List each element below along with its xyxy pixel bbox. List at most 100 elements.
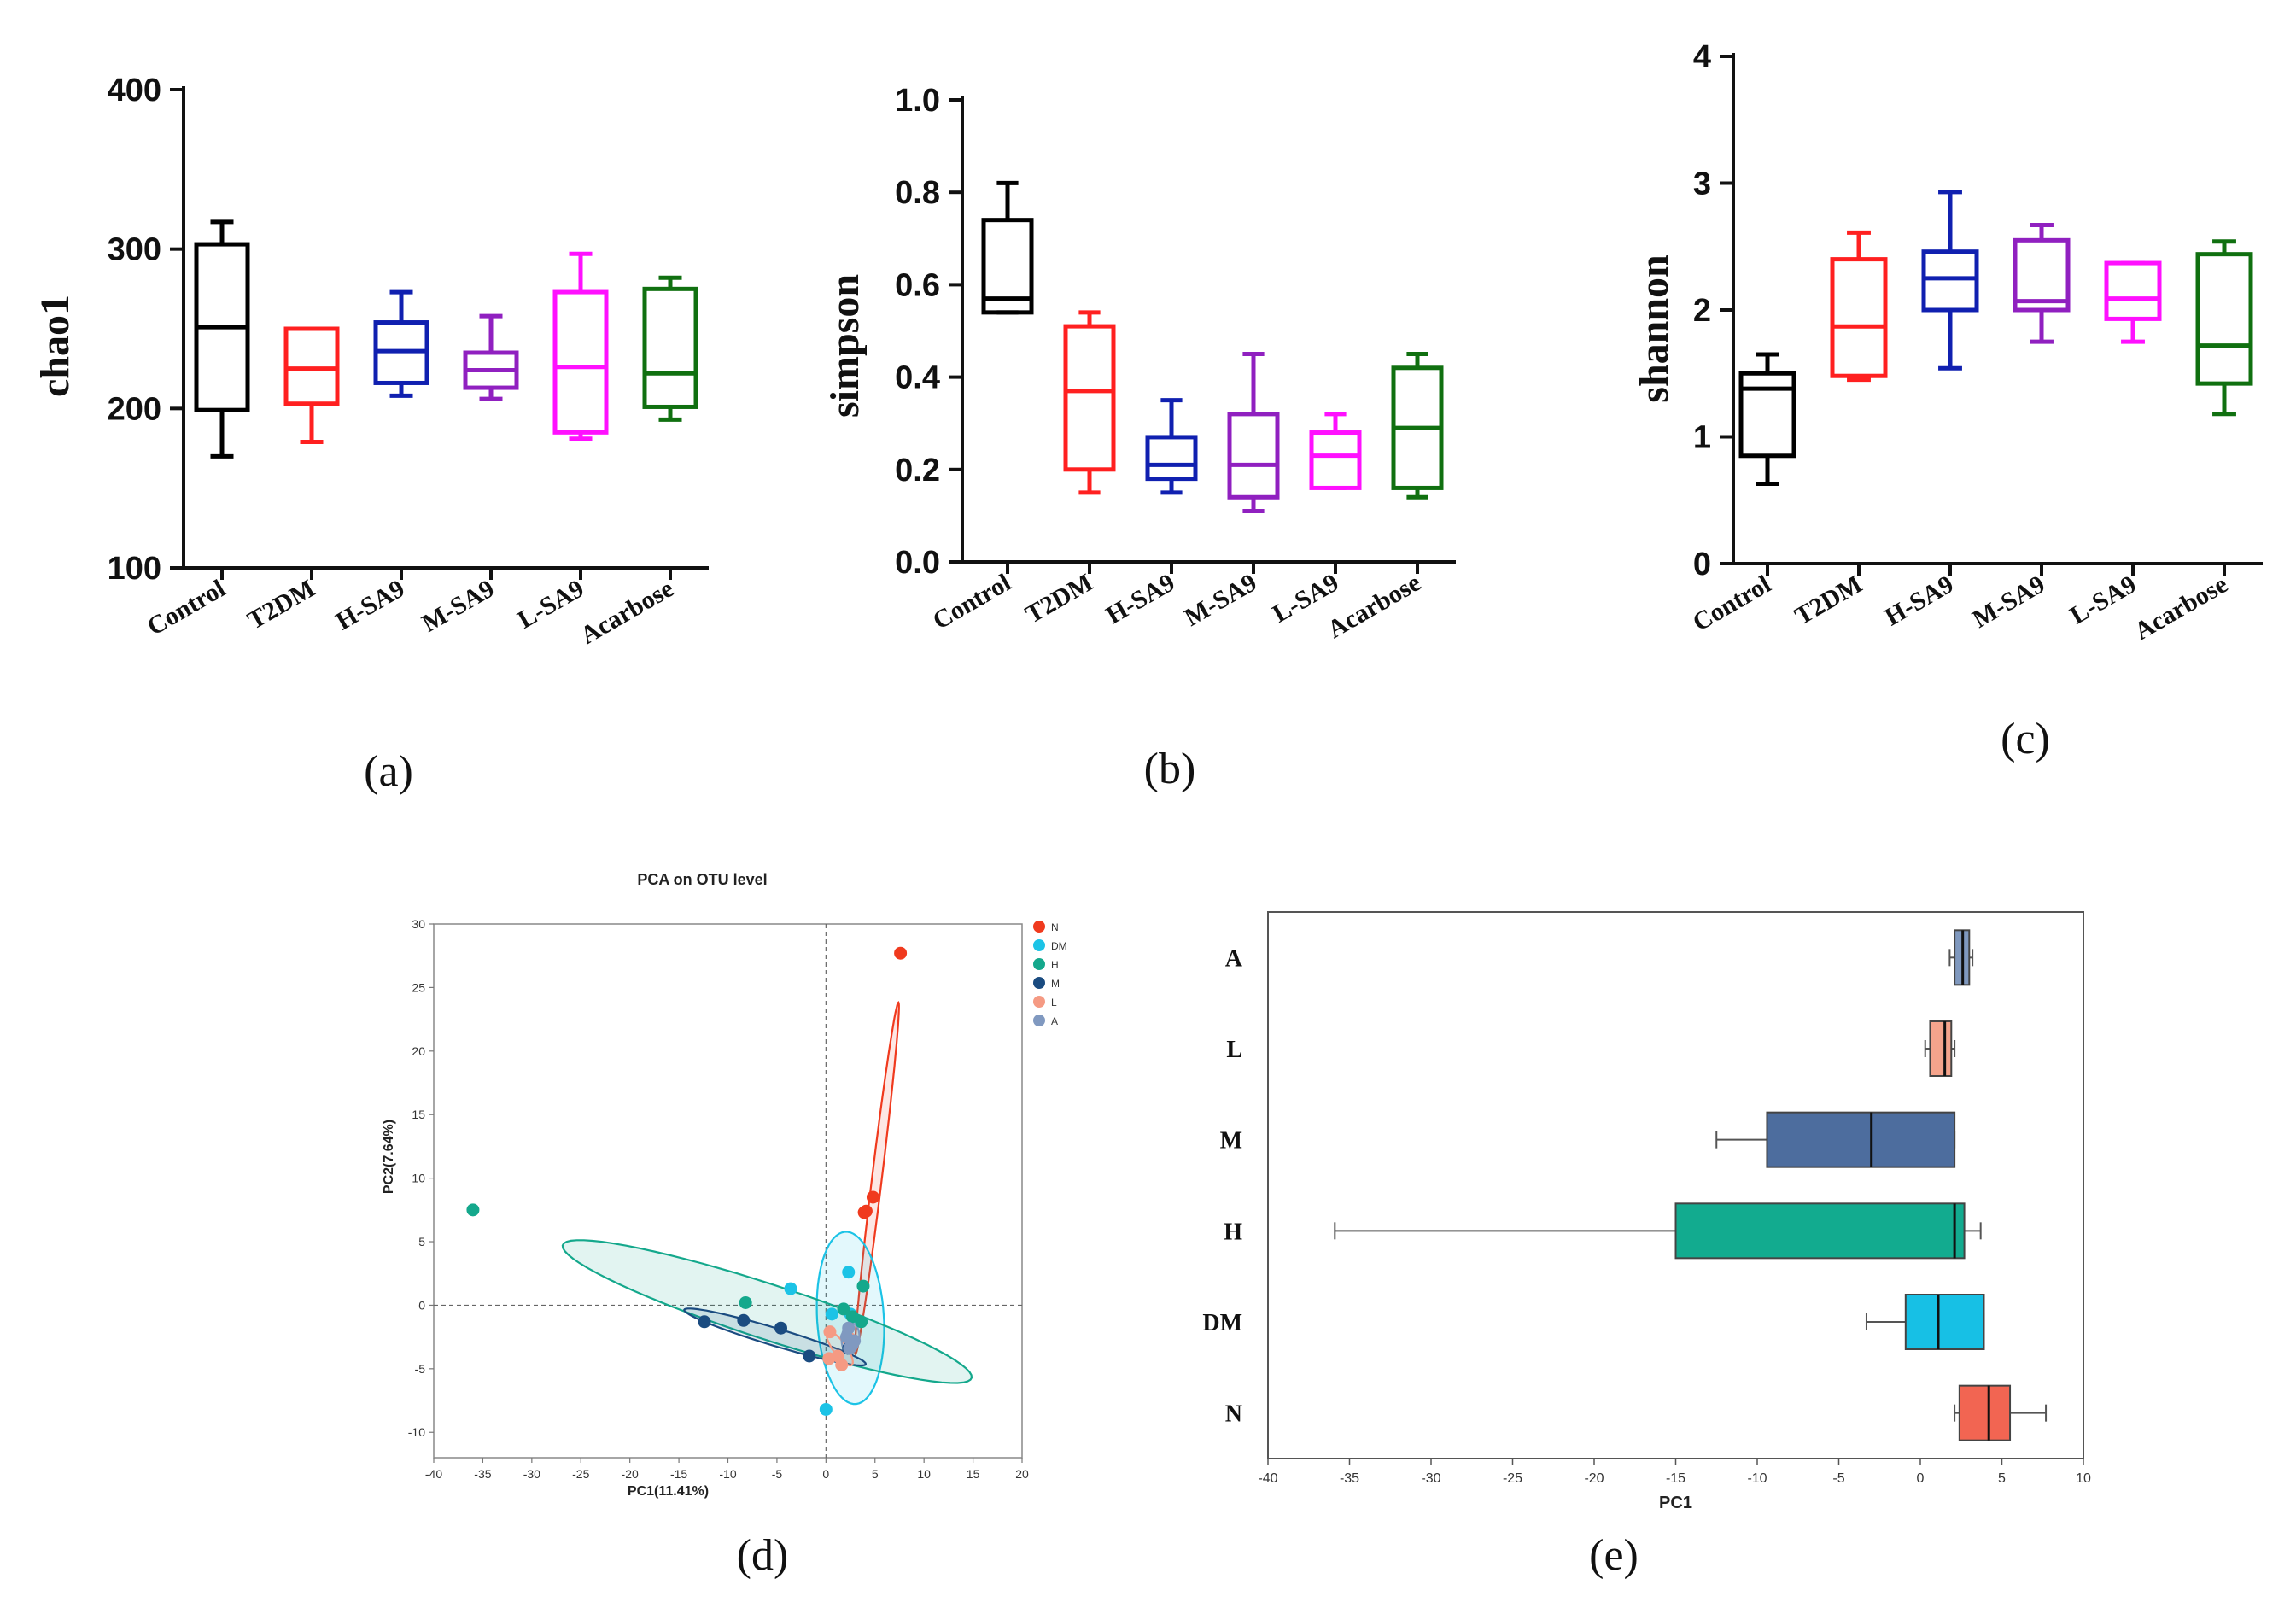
legend-marker-a: [1033, 1015, 1045, 1026]
box-h-sa9: [1145, 398, 1198, 495]
y-tick-label: 0.4: [895, 360, 940, 396]
panel-label: (c): [2001, 715, 2050, 763]
iqr-box: [1766, 1111, 1956, 1168]
box-acarbose: [1391, 352, 1444, 500]
iqr-box: [1921, 249, 1979, 313]
legend-label-dm: DM: [1051, 940, 1067, 952]
legend-label-h: H: [1051, 959, 1059, 971]
x-axis-label: PC1: [1659, 1494, 1692, 1512]
y-axis-label: PC2(7.64%): [382, 1120, 396, 1194]
x-tick-label-h-sa9: H-SA9: [331, 574, 410, 635]
x-tick-label: -15: [670, 1467, 687, 1481]
category-label-m: M: [1220, 1128, 1242, 1155]
category-label-a: A: [1225, 945, 1243, 972]
iqr-box: [1738, 371, 1796, 459]
legend-marker-m: [1033, 977, 1045, 989]
box-control: [194, 219, 250, 459]
box-acarbose: [642, 275, 698, 422]
legend-marker-l: [1033, 996, 1045, 1008]
point-m: [803, 1349, 816, 1363]
legend-label-a: A: [1051, 1015, 1058, 1027]
category-label-l: L: [1226, 1037, 1242, 1063]
x-tick-label: -25: [1503, 1471, 1522, 1486]
iqr-box: [1674, 1202, 1966, 1260]
panel-label: (d): [737, 1531, 789, 1580]
point-l: [823, 1325, 837, 1339]
y-tick-label: 300: [108, 232, 161, 268]
iqr-box: [2013, 237, 2071, 313]
x-tick-label: 0: [1917, 1471, 1925, 1486]
x-tick-label-control: Control: [928, 568, 1016, 634]
panel-label: (b): [1144, 745, 1196, 793]
y-tick-label: 4: [1693, 39, 1711, 75]
box-l-sa9: [1309, 412, 1362, 490]
legend-marker-dm: [1033, 939, 1045, 951]
iqr-box: [981, 218, 1034, 315]
y-tick-label: 0.2: [895, 453, 940, 488]
category-label-n: N: [1225, 1401, 1242, 1428]
y-tick-label: 0.8: [895, 175, 940, 211]
x-tick-label: -30: [523, 1467, 540, 1481]
x-tick-label: -40: [1258, 1471, 1277, 1486]
iqr-box: [2104, 260, 2162, 321]
iqr-box: [1929, 1020, 1953, 1077]
box-l: [1924, 1020, 1956, 1077]
x-tick-label: -15: [1666, 1471, 1685, 1486]
y-tick-label: 10: [412, 1172, 425, 1185]
panel-b-simpson-boxplot: 0.0 0.2 0.4 0.6 0.8 1.0 simpson Control T2DM H-SA…: [822, 83, 1456, 793]
point-h: [845, 1310, 859, 1324]
point-n: [857, 1206, 871, 1219]
box-m-sa9: [2013, 223, 2071, 344]
y-axis-label: simpson: [822, 274, 868, 418]
x-tick-label: -10: [1747, 1471, 1767, 1486]
point-m: [737, 1313, 751, 1327]
y-tick-label: -10: [408, 1425, 425, 1439]
x-tick-label: 5: [872, 1467, 879, 1481]
x-tick-label-t2dm: T2DM: [1790, 570, 1867, 630]
box-control: [1738, 352, 1796, 486]
x-tick-label-acarbose: Acarbose: [2129, 570, 2232, 646]
box-m: [1715, 1111, 1956, 1168]
panel-label: (a): [364, 747, 413, 796]
y-tick-label: 400: [108, 73, 161, 108]
iqr-box: [1063, 324, 1116, 472]
y-tick-label: 3: [1693, 167, 1711, 202]
box-acarbose: [2195, 239, 2253, 417]
point-dm: [784, 1282, 797, 1295]
y-axis-label: shannon: [1632, 254, 1677, 402]
iqr-box: [1227, 412, 1280, 500]
iqr-box: [2195, 252, 2253, 386]
iqr-box: [1958, 1384, 2012, 1441]
box-h-sa9: [373, 289, 429, 398]
x-tick-label: -20: [1584, 1471, 1604, 1486]
iqr-box: [552, 289, 609, 435]
y-tick-label: 15: [412, 1108, 425, 1121]
box-m-sa9: [463, 313, 519, 401]
box-t2dm: [1830, 230, 1888, 383]
x-tick-label-h-sa9: H-SA9: [1880, 570, 1959, 631]
y-tick-label: -5: [415, 1362, 426, 1376]
point-n: [866, 1190, 879, 1204]
x-tick-label: 0: [822, 1467, 829, 1481]
panel-label: (e): [1589, 1531, 1639, 1580]
ellipse-h: [561, 1239, 973, 1384]
point-a: [848, 1334, 862, 1348]
point-a: [842, 1321, 856, 1335]
box-l-sa9: [552, 251, 609, 441]
x-tick-label-acarbose: Acarbose: [575, 574, 678, 650]
point-l: [822, 1352, 836, 1365]
x-tick-label: 20: [1015, 1467, 1029, 1481]
point-h: [837, 1302, 850, 1316]
legend-marker-h: [1033, 958, 1045, 970]
x-tick-label-acarbose: Acarbose: [1323, 568, 1425, 644]
x-tick-label-t2dm: T2DM: [1020, 568, 1097, 629]
y-tick-label: 0: [1693, 547, 1711, 582]
ellipse-n: [854, 1001, 900, 1356]
x-tick-label: 10: [2076, 1471, 2091, 1486]
point-l: [835, 1358, 849, 1371]
x-tick-label: -35: [474, 1467, 491, 1481]
iqr-box: [1309, 430, 1362, 490]
